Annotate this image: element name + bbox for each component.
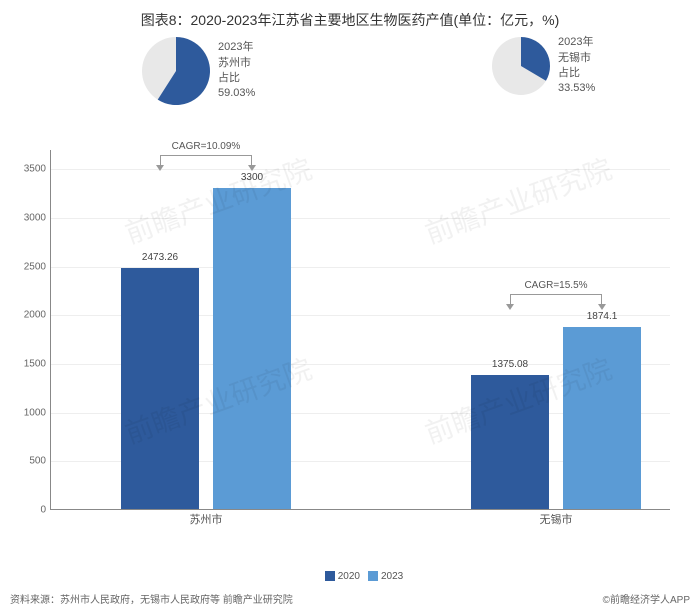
x-category-label: 苏州市 — [121, 511, 291, 527]
pie-label-line: 59.03% — [218, 86, 255, 101]
plot-area: 2473.263300苏州市CAGR=10.09%1375.081874.1无锡… — [50, 150, 670, 510]
bar-value-label: 1375.08 — [471, 359, 549, 370]
pie-label-line: 占比 — [558, 66, 595, 81]
y-tick: 3500 — [24, 164, 46, 175]
pie-label-line: 占比 — [218, 71, 255, 86]
legend-swatch — [368, 571, 378, 581]
pie-suzhou-label: 2023年 苏州市 占比 59.03% — [218, 40, 255, 102]
pie-label-line: 2023年 — [218, 40, 255, 55]
y-tick: 1500 — [24, 359, 46, 370]
cagr-bracket — [510, 294, 602, 304]
y-axis: 0500100015002000250030003500 — [10, 150, 50, 510]
bar-value-label: 2473.26 — [121, 252, 199, 263]
y-tick: 0 — [40, 505, 46, 516]
footer: 资料来源：苏州市人民政府，无锡市人民政府等 前瞻产业研究院 ©前瞻经济学人APP — [10, 591, 690, 606]
cagr-label: CAGR=15.5% — [510, 280, 602, 291]
y-tick: 3000 — [24, 213, 46, 224]
pie-wuxi-svg — [490, 35, 552, 97]
x-category-label: 无锡市 — [471, 511, 641, 527]
y-tick: 500 — [29, 456, 46, 467]
pie-row: 2023年 苏州市 占比 59.03% 2023年 无锡市 占比 33.53% — [0, 35, 700, 135]
bar-2020: 1375.08 — [471, 375, 549, 509]
arrow-down-icon — [156, 165, 164, 171]
pie-suzhou-svg — [140, 35, 212, 107]
grid-line — [51, 218, 670, 219]
pie-label-line: 无锡市 — [558, 51, 595, 66]
bar-chart: 0500100015002000250030003500 2473.263300… — [50, 150, 670, 546]
pie-suzhou: 2023年 苏州市 占比 59.03% — [140, 35, 255, 107]
legend-label: 2020 — [338, 571, 360, 582]
bar-value-label: 3300 — [213, 172, 291, 183]
bar-2023: 1874.1 — [563, 327, 641, 509]
bar-value-label: 1874.1 — [563, 311, 641, 322]
pie-wuxi-label: 2023年 无锡市 占比 33.53% — [558, 35, 595, 97]
pie-label-line: 2023年 — [558, 35, 595, 50]
legend: 2020 2023 — [50, 571, 670, 582]
arrow-down-icon — [598, 304, 606, 310]
source-text: 资料来源：苏州市人民政府，无锡市人民政府等 前瞻产业研究院 — [10, 591, 293, 606]
legend-swatch — [325, 571, 335, 581]
pie-wuxi: 2023年 无锡市 占比 33.53% — [490, 35, 595, 97]
chart-title: 图表8：2020-2023年江苏省主要地区生物医药产值(单位：亿元，%) — [0, 0, 700, 30]
legend-label: 2023 — [381, 571, 403, 582]
pie-label-line: 33.53% — [558, 81, 595, 96]
cagr-label: CAGR=10.09% — [160, 141, 252, 152]
grid-line — [51, 169, 670, 170]
pie-label-line: 苏州市 — [218, 56, 255, 71]
y-tick: 2000 — [24, 310, 46, 321]
bar-2020: 2473.26 — [121, 268, 199, 509]
brand-text: ©前瞻经济学人APP — [603, 591, 690, 606]
cagr-bracket — [160, 155, 252, 165]
arrow-down-icon — [248, 165, 256, 171]
y-tick: 1000 — [24, 407, 46, 418]
arrow-down-icon — [506, 304, 514, 310]
y-tick: 2500 — [24, 261, 46, 272]
bar-2023: 3300 — [213, 188, 291, 509]
